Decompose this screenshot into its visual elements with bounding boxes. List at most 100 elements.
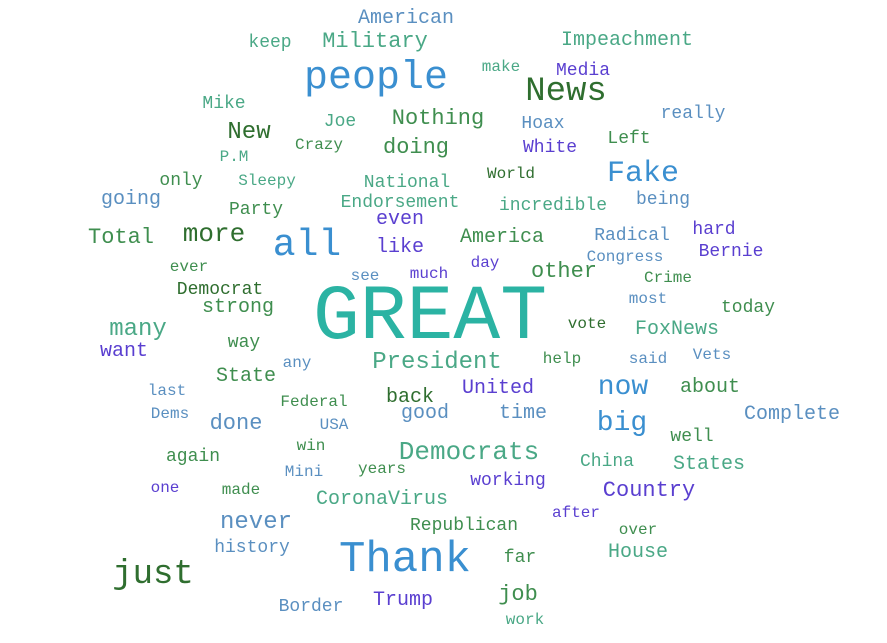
word-last: last [147,382,187,400]
word-more: more [182,219,246,249]
word-even: even [375,208,425,231]
word-great: GREAT [312,274,548,362]
word-incredible: incredible [498,196,608,216]
word-job: job [498,582,538,607]
word-party: Party [228,200,284,220]
word-said: said [628,350,668,368]
word-strong: strong [201,296,275,319]
word-help: help [542,350,582,368]
word-military: Military [322,29,428,54]
word-one: one [150,479,180,497]
word-mike: Mike [202,94,246,114]
word-day: day [470,254,500,272]
word-usa: USA [319,416,349,434]
word-history: history [214,538,290,558]
word-work: work [505,611,545,629]
word-mini: Mini [284,463,324,481]
word-coronavirus: CoronaVirus [315,488,449,511]
word-other: other [530,259,598,284]
word-make: make [481,58,521,76]
word-states: States [672,453,746,476]
word-never: never [219,509,293,536]
word-way: way [227,333,261,353]
word-p-m: P.M [219,148,249,166]
word-radical: Radical [594,226,670,246]
word-foxnews: FoxNews [634,318,720,341]
word-back: back [385,386,435,409]
word-fake: Fake [606,157,680,191]
word-endorsement: Endorsement [340,193,460,213]
word-see: see [350,267,380,285]
word-left: Left [607,129,651,149]
word-house: House [607,541,669,564]
word-want: want [99,340,149,363]
word-federal: Federal [280,393,348,411]
word-big: big [596,408,648,439]
word-joe: Joe [323,112,357,132]
word-united: United [461,377,535,400]
word-done: done [209,411,263,436]
word-vote: vote [567,315,607,333]
word-democrat: Democrat [176,280,264,300]
word-well: well [670,427,714,447]
word-world: World [486,165,536,183]
word-ever: ever [169,258,209,276]
word-national: National [363,173,451,193]
word-congress: Congress [586,248,664,266]
word-thank: Thank [338,535,472,585]
word-again: again [165,447,221,467]
word-really: really [660,104,726,124]
word-media: Media [555,61,611,81]
word-now: now [597,372,649,403]
word-news: News [525,73,607,111]
word-hard: hard [692,220,736,240]
word-state: State [215,365,277,388]
word-border: Border [278,597,344,617]
word-far: far [503,548,537,568]
word-all: all [272,224,342,267]
word-hoax: Hoax [521,114,565,134]
word-people: people [303,56,449,101]
word-crime: Crime [643,269,693,287]
word-total: Total [87,225,155,250]
word-dems: Dems [150,405,190,423]
word-about: about [679,376,741,399]
word-many: many [109,316,167,343]
word-crazy: Crazy [294,136,344,154]
word-trump: Trump [372,589,434,612]
word-any: any [282,354,312,372]
word-vets: Vets [692,346,732,364]
word-good: good [400,402,450,425]
word-white: White [522,138,578,158]
word-years: years [357,460,407,478]
word-after: after [551,504,601,522]
word-most: most [628,290,668,308]
word-democrats: Democrats [398,437,540,467]
word-new: New [227,119,271,146]
word-like: like [375,236,425,259]
word-china: China [579,452,635,472]
word-time: time [498,402,548,425]
word-impeachment: Impeachment [560,29,694,52]
word-bernie: Bernie [698,242,764,262]
word-working: working [470,471,546,491]
word-republican: Republican [409,516,519,536]
word-sleepy: Sleepy [238,172,296,190]
word-only: only [159,171,203,191]
word-nothing: Nothing [391,106,485,131]
word-over: over [618,521,658,539]
word-much: much [409,265,449,283]
word-complete: Complete [743,403,841,426]
word-win: win [296,437,326,455]
word-going: going [100,188,162,211]
word-america: America [459,226,545,249]
word-today: today [720,298,776,318]
word-keep: keep [248,33,292,53]
word-country: Country [602,478,696,503]
word-american: American [357,7,455,30]
word-president: President [372,349,502,376]
word-made: made [221,481,261,499]
word-just: just [112,556,194,594]
word-being: being [635,190,691,210]
